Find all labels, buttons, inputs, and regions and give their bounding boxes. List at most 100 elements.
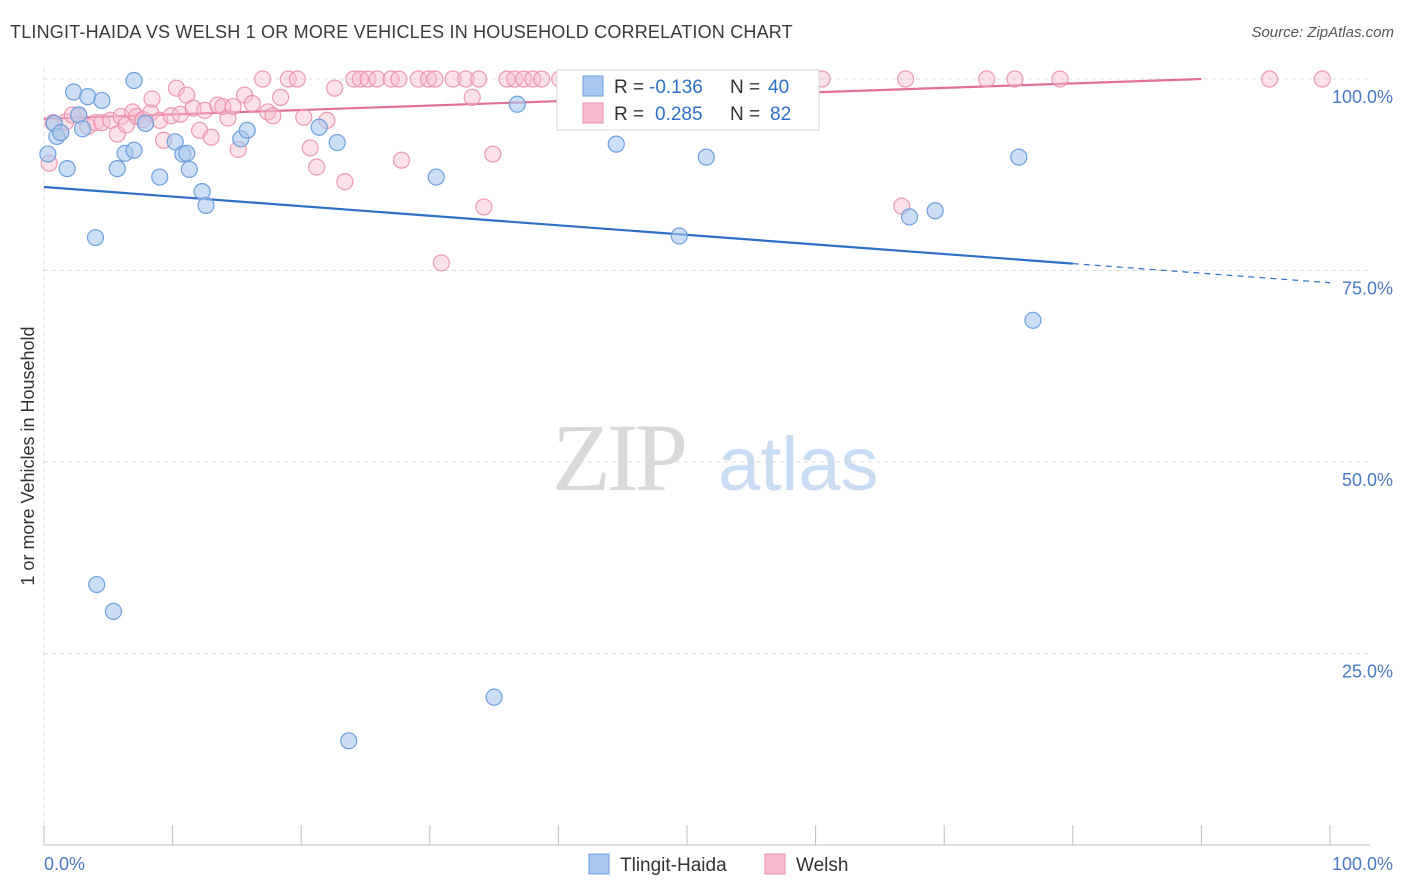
legend-r-label-welsh: R = (614, 104, 644, 125)
x-tick-label-100: 100.0% (1332, 854, 1393, 874)
welsh-point-38 (272, 88, 290, 106)
welsh-point-45 (326, 79, 344, 97)
welsh-point-76 (897, 70, 915, 88)
y-axis-label: 1 or more Vehicles in Household (18, 326, 38, 585)
welsh-point-78 (1006, 70, 1024, 88)
tlingit-haida-point-11 (108, 160, 126, 178)
tlingit-haida-point-32 (900, 208, 919, 226)
welsh-point-79 (1051, 70, 1069, 88)
legend-stats: R = -0.136 N = 40 R = 0.285 N = 82 (556, 69, 820, 131)
welsh-point-61 (470, 70, 488, 88)
tlingit-haida-point-19 (178, 144, 196, 162)
legend-r-value-welsh: 0.285 (655, 104, 703, 125)
x-tick-label-0: 0.0% (44, 854, 85, 874)
tlingit-haida-point-7 (73, 120, 92, 138)
welsh-point-59 (457, 70, 475, 88)
welsh-point-35 (254, 70, 272, 88)
welsh-point-65 (506, 70, 524, 88)
tlingit-haida-point-8 (79, 88, 97, 106)
y-tick-label-50: 50.0% (1342, 470, 1393, 490)
tlingit-haida-point-3 (52, 124, 70, 142)
tlingit-haida-point-13 (125, 141, 143, 159)
x-tick-labels: 0.0% 100.0% (44, 854, 1393, 874)
welsh-point-34 (243, 94, 261, 113)
legend-n-label-welsh: N = (730, 104, 760, 125)
welsh-point-21 (167, 79, 186, 97)
bottom-legend-label-tlingit-haida: Tlingit-Haida (620, 855, 727, 876)
welsh-point-53 (392, 151, 411, 169)
legend-r-value-tlingit-haida: -0.136 (649, 77, 703, 98)
welsh-point-10 (108, 125, 126, 143)
welsh-point-67 (524, 70, 542, 88)
tlingit-haida-point-10 (93, 91, 111, 110)
legend-n-label-tlingit-haida: N = (730, 77, 760, 98)
tlingit-haida-point-16 (151, 168, 169, 186)
welsh-point-63 (484, 145, 502, 163)
tlingit-haida-trend-line (43, 185, 1073, 265)
tlingit-haida-point-30 (670, 227, 688, 245)
welsh-point-41 (295, 108, 313, 126)
welsh-point-62 (475, 198, 493, 216)
welsh-point-37 (264, 107, 282, 125)
gridlines (43, 68, 1370, 845)
welsh-point-52 (390, 70, 408, 88)
welsh-point-17 (143, 90, 161, 108)
watermark-atlas: atlas (718, 422, 879, 507)
tlingit-haida-point-14 (125, 71, 143, 90)
tlingit-haida-point-27 (427, 168, 445, 186)
tlingit-haida-point-17 (166, 133, 184, 151)
welsh-point-68 (533, 70, 551, 88)
welsh-point-39 (279, 70, 297, 88)
welsh-point-31 (224, 97, 242, 116)
tlingit-haida-point-39 (1024, 311, 1042, 329)
tlingit-haida-point-9 (86, 228, 105, 247)
y-tick-labels: 100.0% 75.0% 50.0% 25.0% (1332, 87, 1393, 682)
welsh-point-80 (1260, 70, 1279, 88)
y-tick-label-75: 75.0% (1342, 279, 1393, 299)
legend-n-value-tlingit-haida: 40 (768, 77, 789, 98)
welsh-point-58 (444, 70, 462, 88)
tlingit-haida-point-24 (238, 121, 256, 139)
tlingit-haida-point-0 (39, 145, 57, 163)
tlingit-haida-point-26 (328, 133, 346, 152)
tlingit-haida-point-37 (485, 688, 503, 706)
tlingit-haida-point-34 (1010, 148, 1028, 166)
welsh-point-55 (419, 70, 438, 88)
tlingit-haida-points (39, 71, 1042, 750)
tlingit-haida-point-35 (88, 575, 106, 594)
welsh-point-77 (978, 70, 996, 88)
welsh-point-81 (1313, 70, 1331, 88)
welsh-point-66 (515, 70, 533, 88)
tlingit-haida-point-4 (58, 160, 76, 178)
tlingit-haida-point-28 (508, 95, 526, 113)
tlingit-haida-point-29 (607, 135, 625, 153)
welsh-point-57 (432, 254, 450, 272)
welsh-point-46 (336, 173, 354, 191)
legend-series: Tlingit-Haida Welsh (588, 853, 848, 876)
tlingit-haida-point-31 (697, 148, 715, 166)
tlingit-haida-point-15 (136, 114, 155, 133)
welsh-point-49 (359, 70, 377, 88)
tlingit-haida-point-5 (64, 83, 83, 101)
tlingit-haida-point-22 (197, 196, 215, 214)
welsh-point-60 (463, 88, 481, 106)
bottom-legend-label-welsh: Welsh (796, 855, 848, 876)
tlingit-haida-point-38 (340, 732, 358, 750)
welsh-point-43 (308, 158, 326, 176)
watermark-zip: ZIP (552, 404, 685, 511)
welsh-point-42 (301, 139, 319, 157)
tlingit-haida-trend-extension (1072, 263, 1331, 284)
bottom-legend-swatch-tlingit-haida (588, 853, 610, 875)
y-tick-label-25: 25.0% (1342, 662, 1393, 682)
welsh-point-26 (196, 101, 214, 120)
y-tick-label-100: 100.0% (1332, 87, 1393, 107)
legend-swatch-tlingit-haida (582, 75, 604, 97)
tlingit-haida-point-33 (926, 202, 944, 220)
legend-swatch-welsh (582, 102, 604, 124)
watermark: ZIP atlas (552, 404, 879, 511)
legend-n-value-welsh: 82 (770, 104, 791, 125)
bottom-legend-swatch-welsh (764, 853, 786, 875)
welsh-point-9 (102, 111, 120, 129)
welsh-point-27 (202, 128, 220, 146)
